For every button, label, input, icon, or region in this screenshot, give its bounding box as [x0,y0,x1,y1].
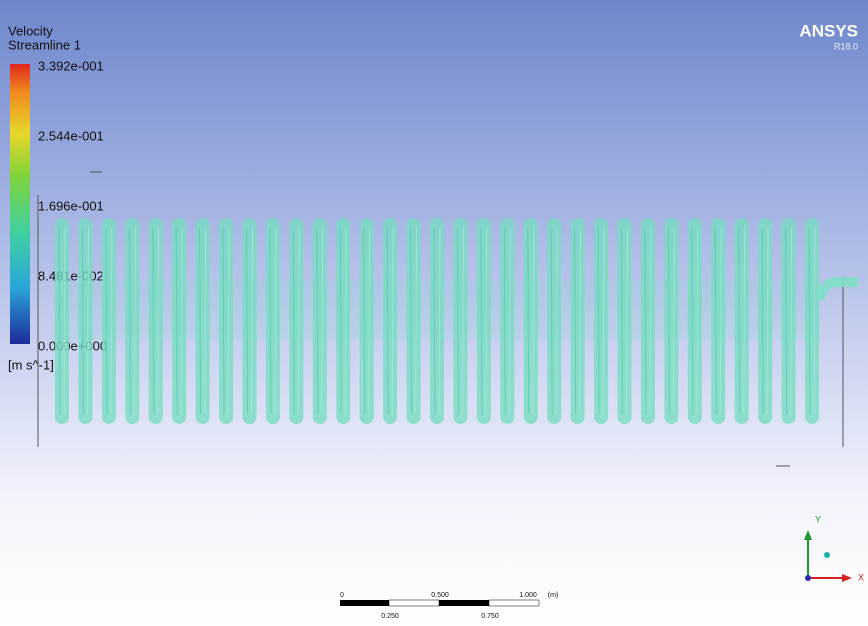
scale-label: 0.500 [431,592,449,599]
axis-label: X [858,572,864,582]
logo-name: ANSYS [799,21,858,40]
legend-unit: [m s^-1] [8,357,54,372]
legend-variable: Streamline 1 [8,37,81,52]
viewport: Velocity Streamline 1 3.392e-001 2.544e-… [0,0,868,626]
legend-title: Velocity [8,23,53,38]
logo-version: R18.0 [834,41,858,51]
scale-label: 0 [340,592,344,599]
legend-label: 3.392e-001 [38,58,104,73]
color-bar [10,64,30,344]
scale-label: 0.750 [481,613,499,620]
scale-label: 0.250 [381,613,399,620]
legend-label: 0.000e+000 [38,338,107,353]
legend-label: 2.544e-001 [38,128,104,143]
scale-label: 1.000 [519,592,537,599]
streamline-loop [54,280,820,340]
scale-unit: (m) [548,592,559,599]
scale-bar [340,600,539,606]
legend-label: 1.696e-001 [38,198,104,213]
axis-label: Y [815,514,821,524]
